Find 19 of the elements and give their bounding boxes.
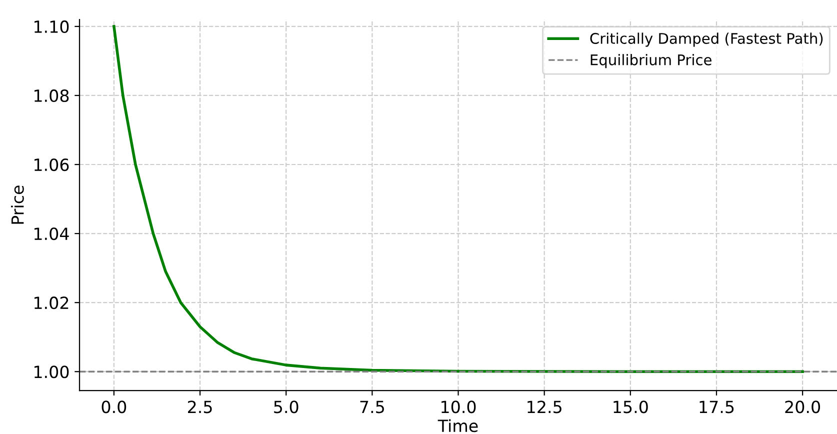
x-tick-label: 7.5 [360,400,384,414]
x-tick-label: 20.0 [785,400,820,414]
x-tick-label: 5.0 [274,400,298,414]
x-tick-label: 15.0 [614,400,648,414]
y-tick-label: 1.10 [34,20,69,34]
x-tick-label: 0.0 [102,400,126,414]
y-axis-title: Price [11,186,24,224]
x-tick-label: 17.5 [700,400,734,414]
y-tick-label: 1.08 [34,89,69,102]
x-axis-title: Time [438,419,478,432]
y-tick-label: 1.04 [34,228,69,240]
x-tick-label: 10.0 [442,400,476,414]
x-tick-label: 2.5 [188,400,212,414]
legend-label: Critically Damped (Fastest Path) [590,32,823,47]
y-tick-label: 1.00 [34,366,69,378]
legend-label: Equilibrium Price [590,54,712,68]
y-tick-label: 1.06 [34,158,69,172]
x-tick-label: 12.5 [528,400,562,414]
y-tick-label: 1.02 [34,296,68,310]
